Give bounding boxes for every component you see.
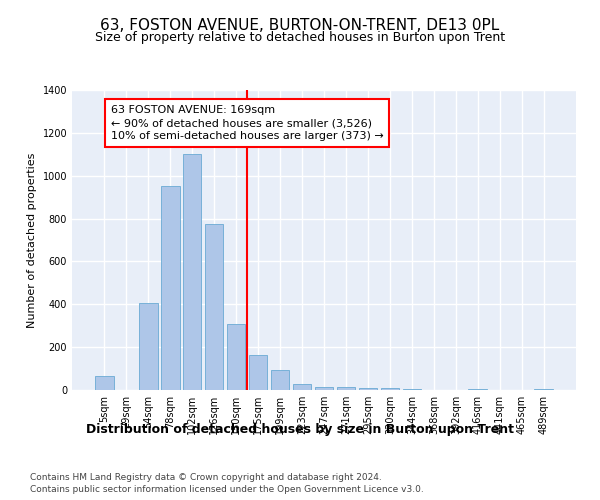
Bar <box>227 324 245 390</box>
Bar <box>535 389 553 390</box>
Bar <box>139 303 158 390</box>
Bar <box>337 388 355 390</box>
Bar <box>249 354 268 390</box>
Bar <box>271 370 289 390</box>
Bar <box>380 388 399 390</box>
Text: 63, FOSTON AVENUE, BURTON-ON-TRENT, DE13 0PL: 63, FOSTON AVENUE, BURTON-ON-TRENT, DE13… <box>100 18 500 32</box>
Text: Size of property relative to detached houses in Burton upon Trent: Size of property relative to detached ho… <box>95 31 505 44</box>
Text: Contains public sector information licensed under the Open Government Licence v3: Contains public sector information licen… <box>30 485 424 494</box>
Bar <box>161 186 179 390</box>
Bar <box>359 388 377 390</box>
Bar <box>293 384 311 390</box>
Bar <box>183 154 202 390</box>
Y-axis label: Number of detached properties: Number of detached properties <box>27 152 37 328</box>
Text: Contains HM Land Registry data © Crown copyright and database right 2024.: Contains HM Land Registry data © Crown c… <box>30 472 382 482</box>
Text: 63 FOSTON AVENUE: 169sqm
← 90% of detached houses are smaller (3,526)
10% of sem: 63 FOSTON AVENUE: 169sqm ← 90% of detach… <box>111 105 383 142</box>
Bar <box>469 389 487 390</box>
Text: Distribution of detached houses by size in Burton upon Trent: Distribution of detached houses by size … <box>86 422 514 436</box>
Bar <box>205 224 223 390</box>
Bar <box>95 376 113 390</box>
Bar <box>314 387 334 390</box>
Bar <box>403 389 421 390</box>
